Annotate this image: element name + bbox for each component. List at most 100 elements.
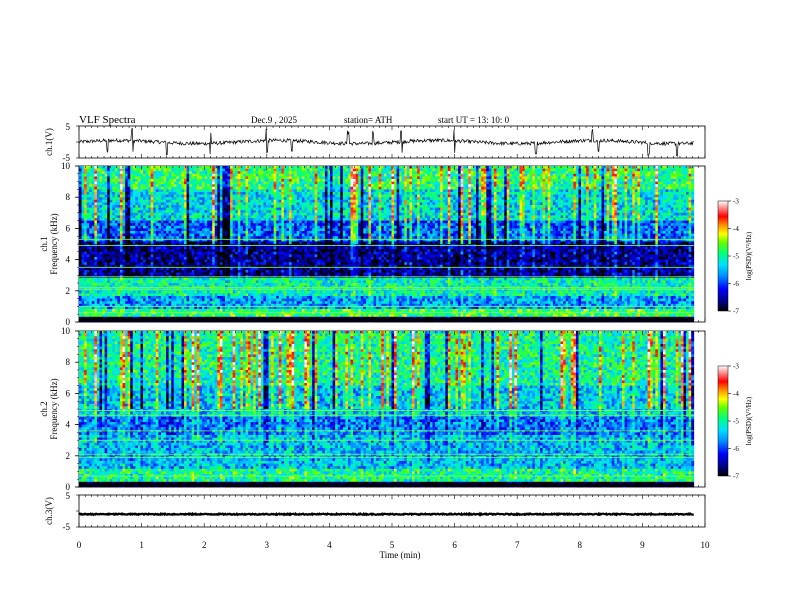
spectrogram-cell <box>365 192 369 195</box>
spectrogram-cell <box>573 166 577 169</box>
spectrogram-cell <box>552 205 556 208</box>
spectrogram-cell <box>517 171 520 175</box>
spectrogram-cell <box>191 186 195 190</box>
spectrogram-cell <box>273 179 277 182</box>
spectrogram-cell <box>632 192 636 195</box>
spectrogram-cell <box>99 197 103 201</box>
spectrogram-cell <box>178 168 182 172</box>
spectrogram-cell <box>135 184 139 188</box>
spectrogram-cell <box>271 199 275 203</box>
spectrogram-cell <box>258 189 262 193</box>
spectrogram-cell <box>189 176 193 180</box>
spectrogram-cell <box>586 176 590 180</box>
spectrogram-cell <box>596 176 600 180</box>
spectrogram-cell <box>563 212 567 216</box>
spectrogram-cell <box>196 194 200 198</box>
spectrogram-cell <box>340 215 344 219</box>
spectrogram-cell <box>557 210 561 214</box>
spectrogram-cell <box>89 181 93 185</box>
spectrogram-cell <box>657 212 661 216</box>
spectrogram-cell <box>194 166 198 169</box>
spectrogram-cell <box>235 186 239 190</box>
spectrogram-cell <box>153 212 157 216</box>
spectrogram-cell <box>350 215 354 219</box>
spectrogram-cell <box>478 215 482 219</box>
spectrogram-cell <box>240 197 244 201</box>
spectrogram-cell <box>306 212 310 216</box>
spectrogram-cell <box>586 197 590 201</box>
spectrogram-cell <box>150 212 154 216</box>
spectrogram-cell <box>609 192 613 195</box>
spectrogram-cell <box>534 179 538 182</box>
spectrogram-cell <box>529 186 533 190</box>
spectrogram-cell <box>96 205 100 208</box>
spectrogram-cell <box>437 192 441 195</box>
spectrogram-cell <box>204 199 208 203</box>
spectrogram-cell <box>309 199 313 203</box>
spectrogram-cell <box>396 210 400 214</box>
spectrogram-cell <box>437 173 441 177</box>
spectrogram-cell <box>214 179 218 182</box>
spectrogram-cell <box>271 181 275 185</box>
spectrogram-cell <box>663 184 666 188</box>
spectrogram-cell <box>109 207 113 211</box>
spectrogram-cell <box>532 202 536 206</box>
spectrogram-cell <box>504 197 508 201</box>
spectrogram-cell <box>491 186 495 190</box>
spectrogram-cell <box>458 205 462 208</box>
spectrogram-cell <box>186 179 190 182</box>
spectrogram-cell <box>79 186 82 190</box>
spectrogram-cell <box>194 171 198 175</box>
spectrogram-cell <box>191 205 195 208</box>
spectrogram-cell <box>237 184 241 188</box>
spectrogram-cell <box>163 176 167 180</box>
spectrogram-cell <box>588 194 592 198</box>
spectrogram-cell <box>350 173 354 177</box>
spectrogram-cell <box>540 186 544 190</box>
spectrogram-cell <box>314 207 318 211</box>
spectrogram-cell <box>529 210 533 214</box>
spectrogram-cell <box>686 179 690 182</box>
spectrogram-cell <box>506 173 510 177</box>
spectrogram-cell <box>286 189 290 193</box>
spectrogram-cell <box>245 166 249 169</box>
spectrogram-cell <box>245 202 249 206</box>
spectrogram-cell <box>396 197 400 201</box>
spectrogram-cell <box>135 173 139 177</box>
spectrogram-cell <box>253 189 257 193</box>
spectrogram-cell <box>647 179 651 182</box>
spectrogram-cell <box>455 205 459 208</box>
spectrogram-cell <box>414 189 418 193</box>
spectrogram-cell <box>184 181 187 185</box>
spectrogram-cell <box>301 186 305 190</box>
spectrogram-cell <box>373 215 377 219</box>
spectrogram-cell <box>371 212 374 216</box>
spectrogram-cell <box>627 207 631 211</box>
spectrogram-cell <box>245 179 249 182</box>
spectrogram-cell <box>373 197 377 201</box>
spectrogram-cell <box>214 197 218 201</box>
spectrogram-cell <box>601 210 605 214</box>
spectrogram-cell <box>509 171 513 175</box>
spectrogram-cell <box>214 189 218 193</box>
spectrogram-cell <box>634 192 638 195</box>
spectrogram-cell <box>212 181 216 185</box>
spectrogram-cell <box>542 192 546 195</box>
spectrogram-cell <box>265 207 269 211</box>
spectrogram-cell <box>81 184 85 188</box>
spectrogram-cell <box>201 205 205 208</box>
spectrogram-cell <box>225 212 228 216</box>
spectrogram-cell <box>278 210 282 214</box>
spectrogram-cell <box>258 210 262 214</box>
spectrogram-cell <box>406 186 410 190</box>
spectrogram-cell <box>265 184 269 188</box>
spectrogram-cell <box>601 212 605 216</box>
spectrogram-cell <box>363 179 367 182</box>
spectrogram-cell <box>245 184 249 188</box>
spectrogram-cell <box>417 212 421 216</box>
spectrogram-cell <box>112 173 116 177</box>
spectrogram-cell <box>360 166 364 169</box>
spectrogram-cell <box>460 199 464 203</box>
spectrogram-cell <box>606 194 610 198</box>
spectrogram-cell <box>575 186 579 190</box>
